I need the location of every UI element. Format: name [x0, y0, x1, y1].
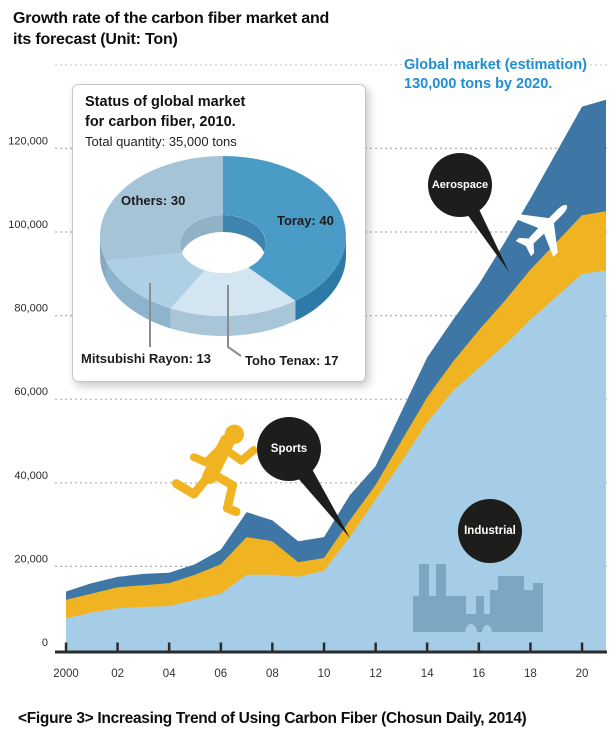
toho-leader-line: [227, 285, 242, 357]
inset-donut-panel: Status of global market for carbon fiber…: [72, 84, 366, 382]
inset-title: Status of global market for carbon fiber…: [85, 92, 245, 132]
x-tick-label: 02: [111, 668, 124, 680]
sports-badge-pointer: [297, 469, 350, 538]
x-tick-label: 2000: [53, 668, 79, 680]
aerospace-badge: Aerospace: [428, 153, 492, 217]
x-tick-label: 04: [163, 668, 176, 680]
y-tick-label: 100,000: [8, 219, 48, 231]
donut-side-toray: [295, 236, 346, 321]
chart-title: Growth rate of the carbon fiber market a…: [13, 8, 329, 50]
x-tick: [425, 642, 429, 651]
sports-badge: Sports: [257, 417, 321, 481]
donut-label-toray: Toray: 40: [277, 213, 334, 228]
x-tick-label: 16: [472, 668, 485, 680]
donut-side-others: [100, 236, 106, 281]
x-tick: [271, 642, 274, 651]
y-tick-label: 120,000: [8, 135, 48, 147]
donut-label-others: Others: 30: [121, 193, 186, 208]
y-tick-label: 80,000: [14, 303, 48, 315]
donut-inner-wall-others: [180, 215, 223, 261]
inset-title-line1: Status of global market: [85, 94, 246, 110]
industrial-badge-label: Industrial: [464, 525, 516, 537]
x-tick: [64, 642, 68, 651]
x-axis-line: [55, 650, 607, 654]
donut-slice-mitsubishi-rayon: [106, 253, 205, 309]
x-tick: [322, 642, 326, 651]
y-tick-label: 0: [42, 637, 48, 649]
chart-title-line2: its forecast (Unit: Ton): [13, 31, 178, 48]
donut-side-toho-tenax: [170, 300, 296, 337]
global-market-annotation: Global market (estimation) 130,000 tons …: [404, 56, 587, 94]
donut-slice-others: [99, 156, 223, 261]
airplane-icon: [515, 204, 568, 257]
y-tick-label: 20,000: [14, 553, 48, 565]
x-tick: [167, 642, 171, 651]
donut-label-mitsubishi-rayon: Mitsubishi Rayon: 13: [81, 351, 212, 366]
x-tick-label: 14: [421, 668, 434, 680]
donut-slice-toray: [223, 156, 346, 301]
donut-side-mitsubishi-rayon: [106, 260, 171, 329]
x-tick-label: 06: [214, 668, 227, 680]
inset-subtitle: Total quantity: 35,000 tons: [85, 134, 237, 149]
y-tick-label: 40,000: [14, 470, 48, 482]
donut-label-toho-tenax: Toho Tenax: 17: [245, 353, 339, 368]
y-tick-label: 60,000: [14, 386, 48, 398]
x-tick: [219, 642, 223, 651]
x-tick-label: 10: [318, 668, 331, 680]
x-tick-label: 18: [524, 668, 537, 680]
annotation-line1: Global market (estimation): [404, 57, 587, 73]
runner-icon: [171, 424, 258, 517]
sports-badge-label: Sports: [270, 443, 308, 455]
x-tick: [374, 642, 377, 651]
x-tick: [477, 642, 481, 651]
x-tick-label: 20: [576, 668, 589, 680]
donut-slice-toho-tenax: [170, 267, 296, 317]
x-tick: [580, 642, 584, 651]
x-tick-label: 08: [266, 668, 279, 680]
inset-title-line2: for carbon fiber, 2010.: [85, 114, 236, 130]
donut-chart: [99, 156, 346, 357]
aerospace-badge-label: Aerospace: [431, 179, 489, 191]
x-tick: [529, 642, 532, 651]
x-tick-label: 12: [369, 668, 382, 680]
chart-title-line1: Growth rate of the carbon fiber market a…: [13, 10, 330, 27]
annotation-line2: 130,000 tons by 2020.: [404, 76, 553, 92]
x-tick: [116, 642, 119, 651]
factory-icon: [413, 564, 543, 642]
aerospace-badge-pointer: [464, 203, 509, 272]
industrial-badge: Industrial: [458, 499, 522, 563]
figure-caption: <Figure 3> Increasing Trend of Using Car…: [18, 710, 527, 727]
donut-inner-wall-toray: [223, 215, 266, 261]
